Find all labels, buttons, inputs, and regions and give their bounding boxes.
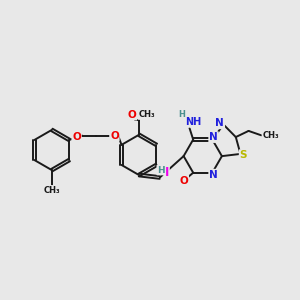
- Text: N: N: [209, 170, 218, 180]
- Text: CH₃: CH₃: [44, 186, 60, 195]
- Text: NH: NH: [186, 117, 202, 127]
- Text: CH₃: CH₃: [262, 131, 279, 140]
- Text: N: N: [215, 118, 224, 128]
- Text: O: O: [72, 133, 81, 142]
- Text: N: N: [209, 132, 218, 142]
- Text: H: H: [178, 110, 185, 118]
- Text: S: S: [240, 150, 247, 160]
- Text: O: O: [128, 110, 136, 120]
- Text: I: I: [164, 166, 169, 179]
- Text: H: H: [157, 166, 165, 175]
- Text: CH₃: CH₃: [139, 110, 155, 119]
- Text: O: O: [179, 176, 188, 186]
- Text: O: O: [110, 130, 119, 140]
